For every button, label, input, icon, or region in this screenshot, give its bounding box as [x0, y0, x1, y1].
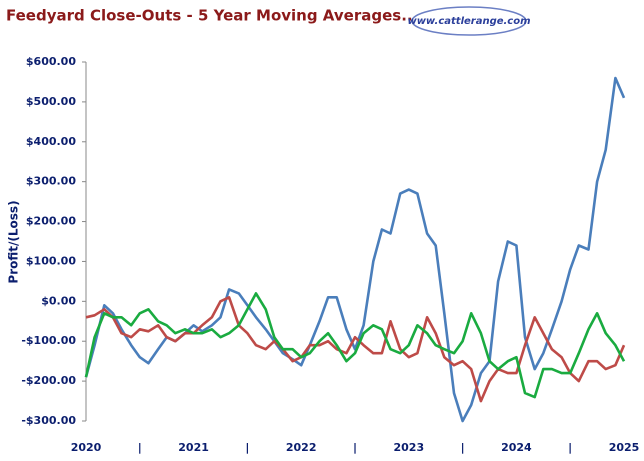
x-tick-label: |: [353, 441, 357, 454]
y-tick-label: $0.00: [41, 294, 76, 307]
x-tick-label: 2024: [501, 441, 532, 454]
x-tick-label: 2023: [393, 441, 424, 454]
x-tick-label: |: [461, 441, 465, 454]
y-axis-label: Profit/(Loss): [7, 200, 21, 283]
x-tick-label: |: [138, 441, 142, 454]
y-tick-label: $600.00: [26, 55, 76, 68]
series-line: [85, 296, 626, 403]
logo-text[interactable]: www.cattlerange.com: [407, 16, 530, 27]
y-tick-label: $500.00: [26, 95, 76, 108]
x-tick-label: 2021: [178, 441, 209, 454]
logo[interactable]: www.cattlerange.com: [407, 6, 531, 36]
y-tick-label: $400.00: [26, 135, 76, 148]
y-tick-label: $300.00: [26, 175, 76, 188]
x-tick-label: 2022: [286, 441, 317, 454]
x-tick-label: |: [245, 441, 249, 454]
series-line: [84, 292, 626, 399]
x-tick-label: |: [568, 441, 572, 454]
y-tick-label: -$200.00: [21, 374, 76, 387]
x-tick-label: 2025: [609, 441, 640, 454]
y-tick-label: $100.00: [26, 254, 76, 267]
y-tick-label: -$100.00: [21, 334, 76, 347]
logo-oval: [411, 6, 527, 36]
x-tick-label: 2020: [71, 441, 102, 454]
y-tick-label: -$300.00: [21, 414, 76, 427]
y-tick-label: $200.00: [26, 215, 76, 228]
chart-title: Feedyard Close-Outs - 5 Year Moving Aver…: [6, 7, 418, 25]
